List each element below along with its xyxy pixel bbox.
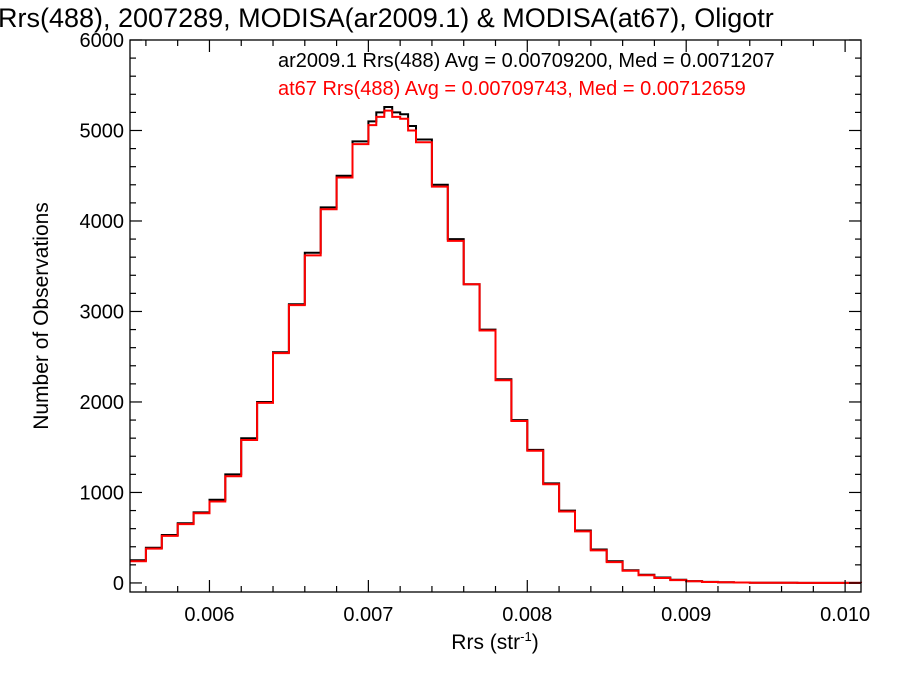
y-tick-label: 0 bbox=[113, 573, 124, 595]
y-axis-label: Number of Observations bbox=[30, 202, 53, 430]
chart-title: Rrs(488), 2007289, MODISA(ar2009.1) & MO… bbox=[0, 3, 774, 33]
x-tick-label: 0.010 bbox=[820, 604, 870, 626]
ticks-layer: 0.006 0.007 0.008 0.009 0.010 0 1000 2000 3000 40… bbox=[80, 30, 871, 626]
x-axis-label: Rrs (str-1) bbox=[451, 629, 538, 654]
plot-frame bbox=[129, 39, 862, 593]
y-tick-label: 2000 bbox=[80, 392, 125, 414]
series-layer bbox=[130, 106, 862, 584]
x-tick-label: 0.006 bbox=[184, 604, 234, 626]
series-line-at67 bbox=[130, 109, 862, 584]
x-axis-label-end: ) bbox=[532, 631, 539, 654]
y-tick-label: 4000 bbox=[80, 211, 125, 233]
x-axis-label-superscript: -1 bbox=[520, 629, 532, 644]
y-tick-label: 6000 bbox=[80, 30, 125, 52]
x-tick-label: 0.009 bbox=[661, 604, 711, 626]
x-tick-label: 0.008 bbox=[502, 604, 552, 626]
x-axis-label-main: Rrs (str bbox=[451, 631, 520, 654]
y-tick-label: 5000 bbox=[80, 120, 125, 142]
legend-entry-at67: at67 Rrs(488) Avg = 0.00709743, Med = 0.… bbox=[278, 78, 746, 100]
x-tick-label: 0.007 bbox=[343, 604, 393, 626]
y-tick-label: 1000 bbox=[80, 482, 125, 504]
y-tick-label: 3000 bbox=[80, 301, 125, 323]
legend-entry-ar2009: ar2009.1 Rrs(488) Avg = 0.00709200, Med … bbox=[278, 50, 775, 72]
